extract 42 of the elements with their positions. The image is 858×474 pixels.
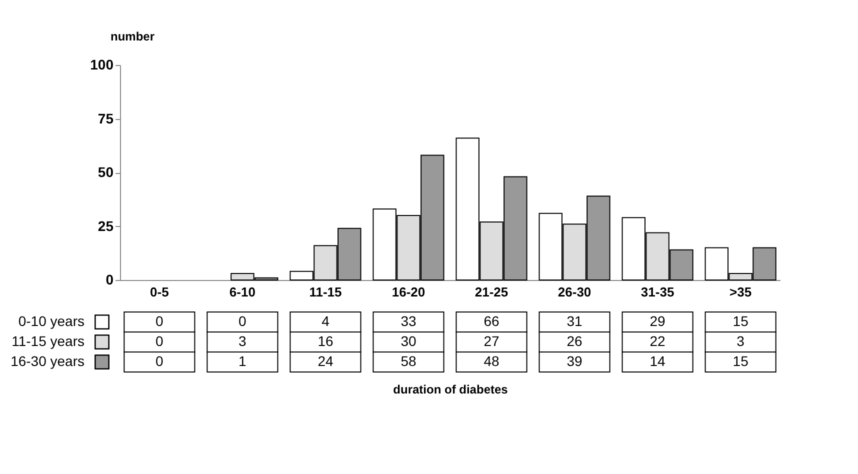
data-label: 4 <box>322 313 330 329</box>
legend-label: 0-10 years <box>18 313 84 329</box>
x-tick-label: 6-10 <box>229 284 256 300</box>
text: duration of diabetes <box>393 382 508 396</box>
legend-label: 16-30 years <box>10 353 84 369</box>
data-label: 0 <box>156 353 164 369</box>
x-tick-label: 0-5 <box>150 284 169 300</box>
x-tick-label: 21-25 <box>474 284 508 300</box>
data-label: 3 <box>238 333 247 349</box>
x-tick-label: 31-35 <box>640 284 674 300</box>
data-label: 58 <box>400 353 416 369</box>
data-label: 31 <box>566 313 583 329</box>
data-label: 0 <box>156 333 164 349</box>
x-tick-label: >35 <box>730 284 752 300</box>
y-tick-label: 25 <box>98 218 114 234</box>
data-label: 33 <box>400 313 416 329</box>
data-label: 16 <box>318 333 334 349</box>
data-label: 0 <box>156 313 164 329</box>
y-tick-label: 75 <box>98 110 114 126</box>
data-label: 15 <box>732 313 749 329</box>
data-label: 29 <box>650 313 666 329</box>
data-label: 48 <box>484 353 500 369</box>
legend-label: 11-15 years <box>12 333 84 349</box>
y-tick-label: 100 <box>90 56 114 72</box>
y-tick-label: 0 <box>106 272 114 288</box>
data-label: 1 <box>238 353 247 369</box>
x-tick-label: 26-30 <box>558 284 592 300</box>
y-tick-label: 50 <box>98 164 114 180</box>
data-label: 66 <box>484 313 500 329</box>
data-label: 30 <box>400 333 416 349</box>
data-label: 24 <box>318 353 334 369</box>
x-tick-label: 16-20 <box>392 284 426 300</box>
data-label: 0 <box>238 313 247 329</box>
data-label: 14 <box>650 353 666 369</box>
data-label: 22 <box>650 333 666 349</box>
x-tick-label: 11-15 <box>309 284 342 300</box>
y-axis-title: number <box>110 30 155 44</box>
data-label: 3 <box>736 333 745 349</box>
data-label: 39 <box>566 353 583 369</box>
data-label: 26 <box>566 333 583 349</box>
data-label: 27 <box>484 333 500 349</box>
data-label: 15 <box>732 353 749 369</box>
